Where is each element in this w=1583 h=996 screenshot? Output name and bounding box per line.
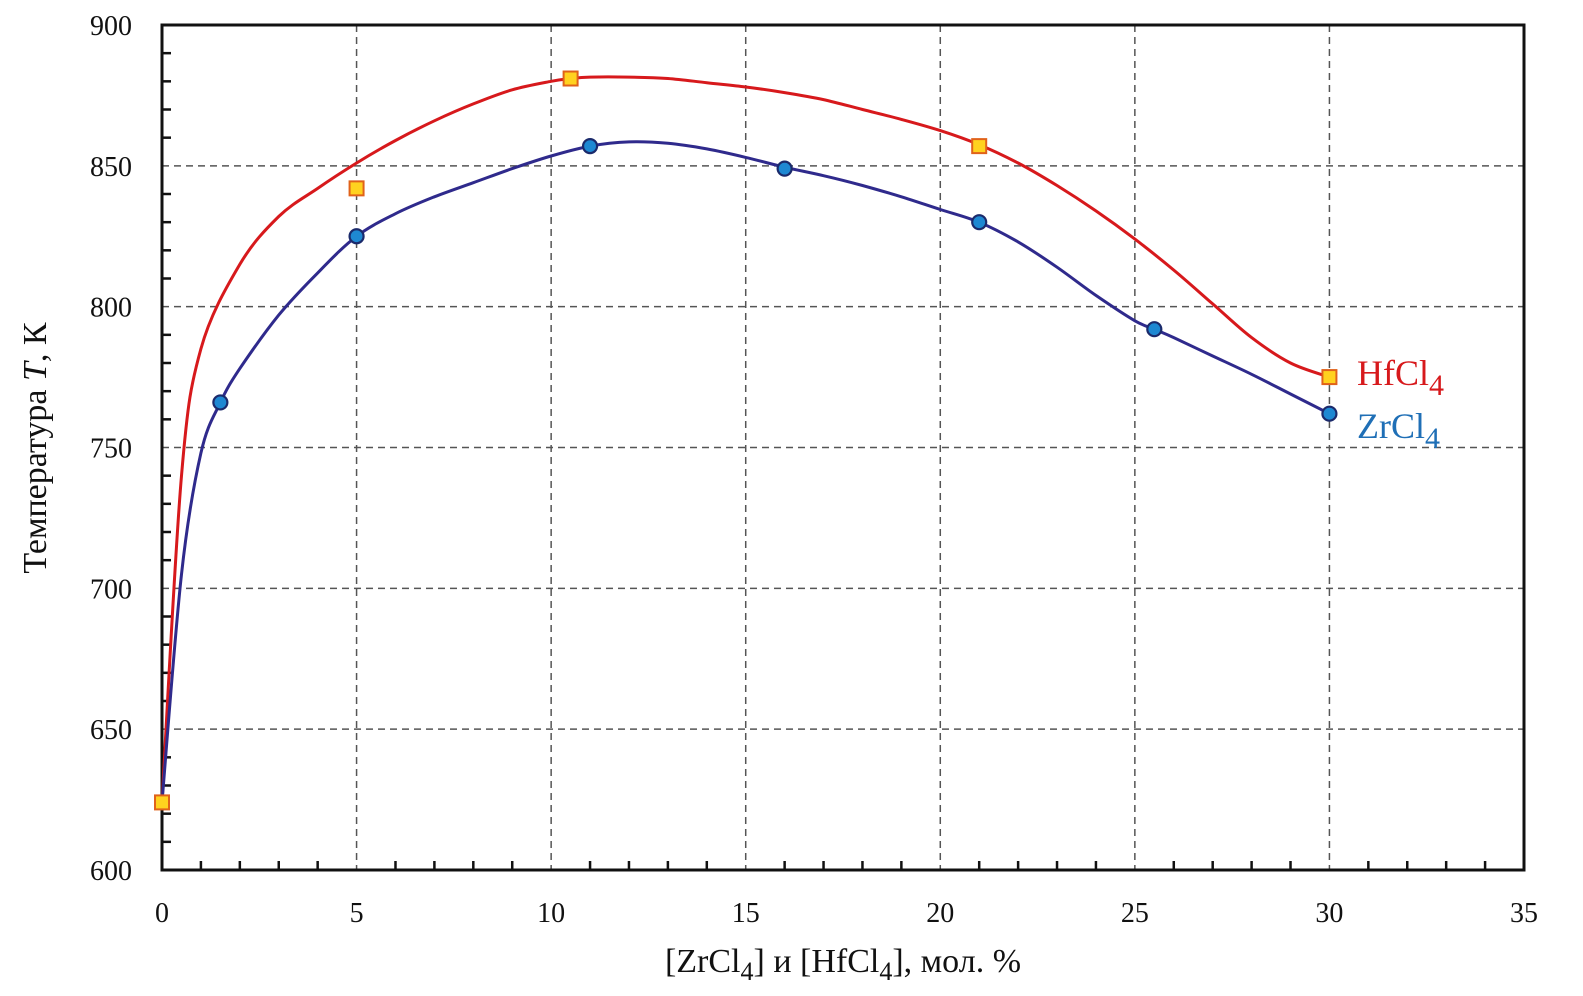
- point-hfcl4-3: [971, 138, 988, 155]
- point-zrcl4-2: [581, 138, 599, 155]
- point-hfcl4-2: [562, 70, 579, 87]
- x-tick-label-3: 15: [732, 898, 760, 929]
- legend-label-hfcl4: HfCl4: [1357, 353, 1444, 402]
- x-tick-label-6: 30: [1315, 898, 1343, 929]
- point-zrcl4-6: [1321, 405, 1338, 422]
- series-markers: [154, 70, 1338, 811]
- point-hfcl4-0: [154, 794, 170, 811]
- y-tick-label-1: 650: [90, 715, 132, 746]
- y-tick-label-4: 800: [90, 293, 132, 324]
- y-tick-label-6: 900: [90, 11, 132, 42]
- x-tick-label-0: 0: [155, 898, 169, 929]
- point-zrcl4-5: [1146, 321, 1163, 338]
- y-tick-labels: 600 650 700 750 800 850 900: [90, 11, 132, 887]
- x-tick-label-7: 35: [1510, 898, 1538, 929]
- x-tick-label-2: 10: [537, 898, 565, 929]
- x-tick-labels: 0 5 10 15 20 25 30 35: [155, 898, 1538, 929]
- y-tick-label-3: 750: [90, 434, 132, 465]
- y-axis-title: Температура T, К: [17, 322, 54, 574]
- series-line-hfcl4: [160, 75, 1330, 803]
- series-curves: [160, 75, 1331, 803]
- grid: [162, 25, 1524, 870]
- point-zrcl4-0: [212, 394, 229, 411]
- y-tick-label-5: 850: [90, 152, 132, 183]
- legend-label-zrcl4: ZrCl4: [1357, 406, 1440, 455]
- x-tick-label-5: 25: [1121, 898, 1149, 929]
- point-zrcl4-4: [971, 214, 988, 231]
- point-hfcl4-4: [1321, 369, 1338, 386]
- y-tick-label-2: 700: [90, 574, 132, 605]
- x-axis-title: [ZrCl4] и [HfCl4], мол. %: [665, 943, 1021, 986]
- point-zrcl4-1: [348, 228, 365, 245]
- plot-area-frame: [160, 23, 1526, 872]
- series-line-zrcl4: [160, 140, 1331, 803]
- y-tick-label-0: 600: [90, 856, 132, 887]
- x-tick-label-4: 20: [926, 898, 954, 929]
- point-zrcl4-3: [776, 160, 793, 177]
- point-hfcl4-1: [348, 180, 365, 197]
- x-tick-label-1: 5: [350, 898, 364, 929]
